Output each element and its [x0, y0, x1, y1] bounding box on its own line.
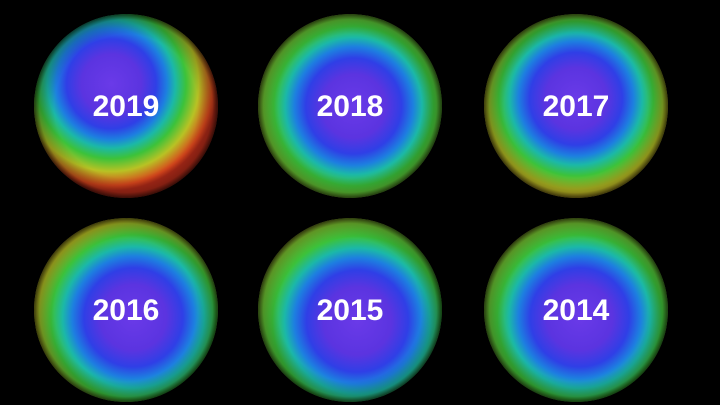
globe-shade [258, 218, 442, 402]
globe-shade [484, 14, 668, 198]
year-label: 2016 [93, 294, 160, 327]
year-label: 2018 [317, 90, 384, 123]
globe-shade [34, 14, 218, 198]
globe-shade [484, 218, 668, 402]
year-label: 2019 [93, 90, 160, 123]
year-label: 2017 [543, 90, 610, 123]
year-label: 2015 [317, 294, 384, 327]
globe-shade [34, 218, 218, 402]
globe-shade [258, 14, 442, 198]
year-label: 2014 [543, 294, 610, 327]
